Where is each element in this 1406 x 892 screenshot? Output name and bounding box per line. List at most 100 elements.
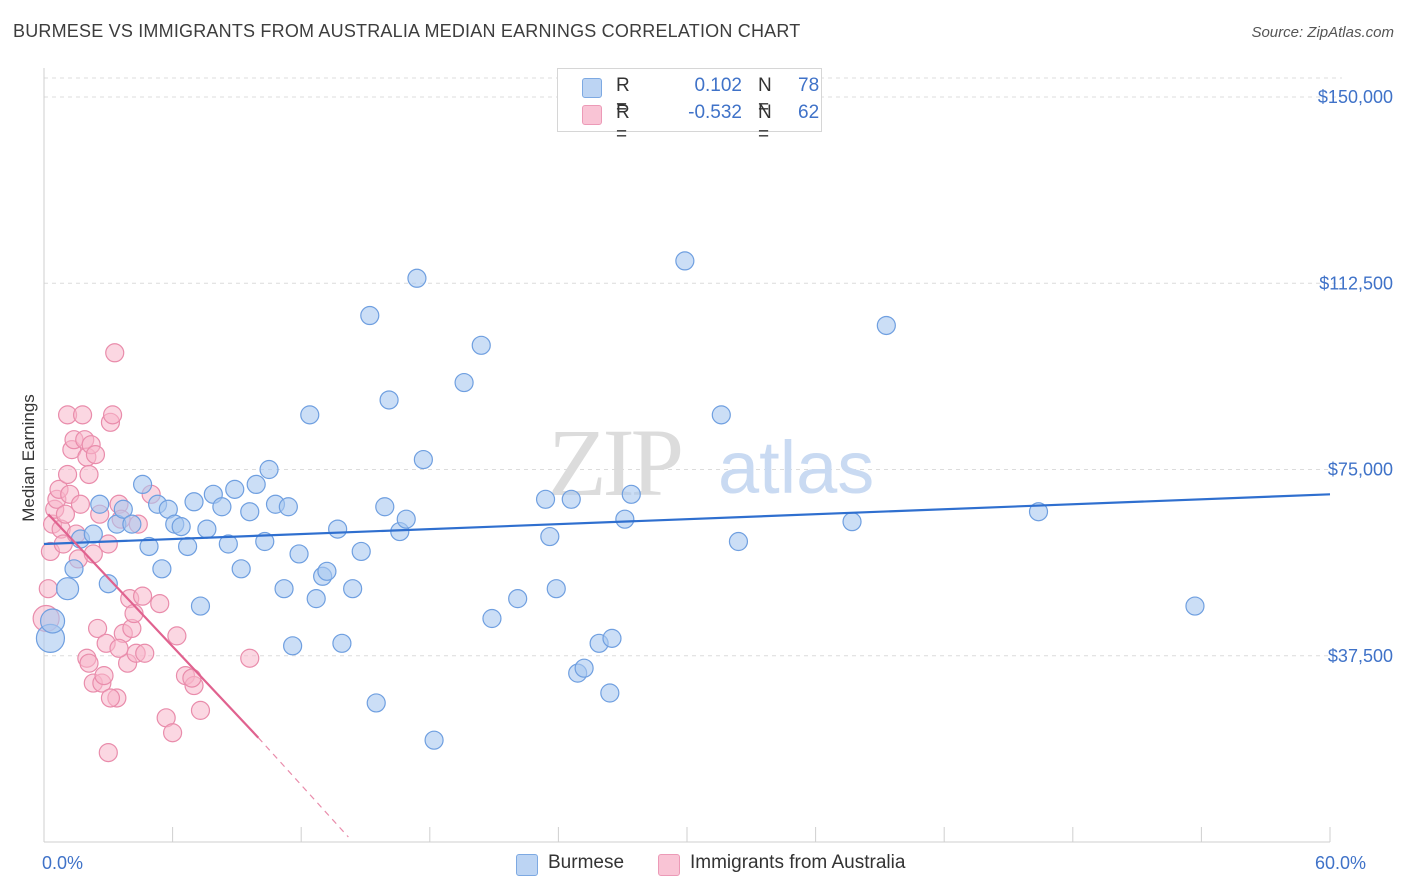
burmese-point bbox=[424, 730, 444, 750]
burmese-point bbox=[246, 474, 266, 494]
burmese-point bbox=[171, 517, 191, 537]
burmese-point bbox=[375, 497, 395, 517]
n-label: N = bbox=[758, 75, 772, 118]
burmese-point bbox=[574, 658, 594, 678]
burmese-point bbox=[842, 512, 862, 532]
y-tick-label: $75,000 bbox=[1328, 460, 1393, 480]
burmese-point bbox=[1028, 502, 1049, 522]
chart-title: BURMESE VS IMMIGRANTS FROM AUSTRALIA MED… bbox=[13, 21, 801, 41]
burmese-point bbox=[259, 459, 279, 480]
burmese-point bbox=[540, 526, 560, 547]
burmese-points bbox=[35, 251, 1205, 750]
burmese-point bbox=[225, 479, 245, 499]
australia-point bbox=[85, 445, 106, 465]
australia-point bbox=[72, 405, 93, 425]
burmese-point bbox=[218, 534, 238, 554]
tick-labels: $37,500 $75,000 $112,500 $150,000 0.0% 60.0% bbox=[42, 87, 1393, 873]
australia-point bbox=[98, 534, 118, 554]
burmese-point bbox=[602, 628, 622, 648]
stats-legend: R = 0.102 N = 78 R = -0.532 N = 62 bbox=[557, 68, 822, 145]
australia-point bbox=[70, 494, 91, 514]
australia-point bbox=[182, 668, 202, 688]
burmese-point bbox=[306, 589, 326, 609]
australia-swatch bbox=[582, 105, 602, 125]
burmese-point bbox=[621, 484, 641, 504]
burmese-point bbox=[55, 577, 80, 601]
burmese-point bbox=[278, 497, 298, 517]
burmese-point bbox=[876, 315, 896, 336]
burmese-point bbox=[600, 683, 620, 703]
burmese-point bbox=[1185, 596, 1205, 616]
australia-point bbox=[150, 593, 170, 614]
australia-point bbox=[132, 586, 153, 606]
burmese-point bbox=[255, 531, 275, 552]
burmese-point bbox=[332, 633, 352, 653]
burmese-point bbox=[132, 474, 153, 494]
burmese-point bbox=[561, 489, 581, 509]
burmese-swatch bbox=[582, 78, 602, 98]
australia-point bbox=[79, 464, 99, 485]
australia-point bbox=[100, 688, 121, 708]
legend-label: Burmese bbox=[548, 852, 625, 873]
r-value: 0.102 bbox=[694, 75, 742, 96]
burmese-point bbox=[396, 509, 416, 529]
australia-point bbox=[98, 742, 118, 763]
r-label: R = bbox=[616, 75, 630, 118]
burmese-point bbox=[190, 596, 211, 616]
australia-point bbox=[240, 648, 260, 668]
watermark-atlas: atlas bbox=[718, 426, 874, 509]
australia-point bbox=[55, 504, 76, 524]
n-value: 78 bbox=[798, 75, 820, 96]
burmese-trend-line bbox=[43, 493, 1331, 546]
australia-point bbox=[102, 405, 123, 425]
y-tick-label: $112,500 bbox=[1319, 273, 1393, 293]
burmese-point bbox=[351, 541, 371, 562]
zipatlas-watermark: ZIP atlas bbox=[548, 409, 874, 516]
burmese-point bbox=[615, 509, 635, 529]
y-tick-label: $150,000 bbox=[1318, 87, 1393, 107]
burmese-point bbox=[83, 524, 103, 544]
burmese-point bbox=[508, 589, 528, 609]
burmese-point bbox=[300, 405, 320, 425]
australia-point bbox=[57, 464, 78, 485]
burmese-point bbox=[728, 531, 749, 552]
burmese-point bbox=[546, 579, 566, 599]
burmese-point bbox=[366, 693, 386, 713]
burmese-point bbox=[274, 579, 294, 599]
burmese-point bbox=[64, 559, 84, 579]
burmese-point bbox=[231, 559, 251, 579]
source-credit: Source: ZipAtlas.com bbox=[1251, 24, 1394, 41]
burmese-point bbox=[413, 449, 433, 470]
australia-point bbox=[135, 643, 155, 663]
australia-point bbox=[167, 626, 187, 646]
australia-point bbox=[38, 579, 58, 599]
burmese-point bbox=[343, 579, 363, 599]
burmese-point bbox=[152, 559, 172, 579]
burmese-point bbox=[212, 497, 232, 517]
burmese-point bbox=[711, 405, 731, 425]
burmese-point bbox=[197, 519, 217, 539]
x-tick-label: 0.0% bbox=[42, 853, 83, 873]
n-value: 62 bbox=[798, 102, 820, 123]
australia-point bbox=[79, 653, 99, 673]
burmese-point bbox=[39, 608, 66, 634]
burmese-point bbox=[98, 574, 118, 594]
r-label: R = bbox=[616, 102, 630, 145]
burmese-point bbox=[360, 305, 380, 326]
burmese-point bbox=[139, 536, 159, 557]
burmese-point bbox=[184, 492, 204, 512]
y-axis-title: Median Earnings bbox=[19, 394, 38, 522]
australia-swatch bbox=[658, 854, 680, 876]
burmese-point bbox=[675, 251, 695, 271]
burmese-point bbox=[535, 489, 556, 509]
axes bbox=[43, 68, 1331, 843]
australia-trend-extension bbox=[257, 737, 349, 838]
burmese-point bbox=[328, 519, 348, 539]
n-label: N = bbox=[758, 102, 772, 145]
australia-point bbox=[94, 666, 114, 686]
australia-point bbox=[105, 343, 125, 363]
burmese-point bbox=[178, 536, 198, 557]
y-tick-label: $37,500 bbox=[1328, 646, 1393, 666]
burmese-point bbox=[471, 335, 491, 355]
